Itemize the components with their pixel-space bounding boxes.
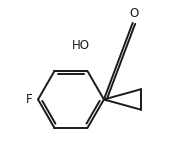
Text: HO: HO xyxy=(72,40,90,52)
Text: O: O xyxy=(130,7,139,20)
Text: F: F xyxy=(26,93,32,106)
